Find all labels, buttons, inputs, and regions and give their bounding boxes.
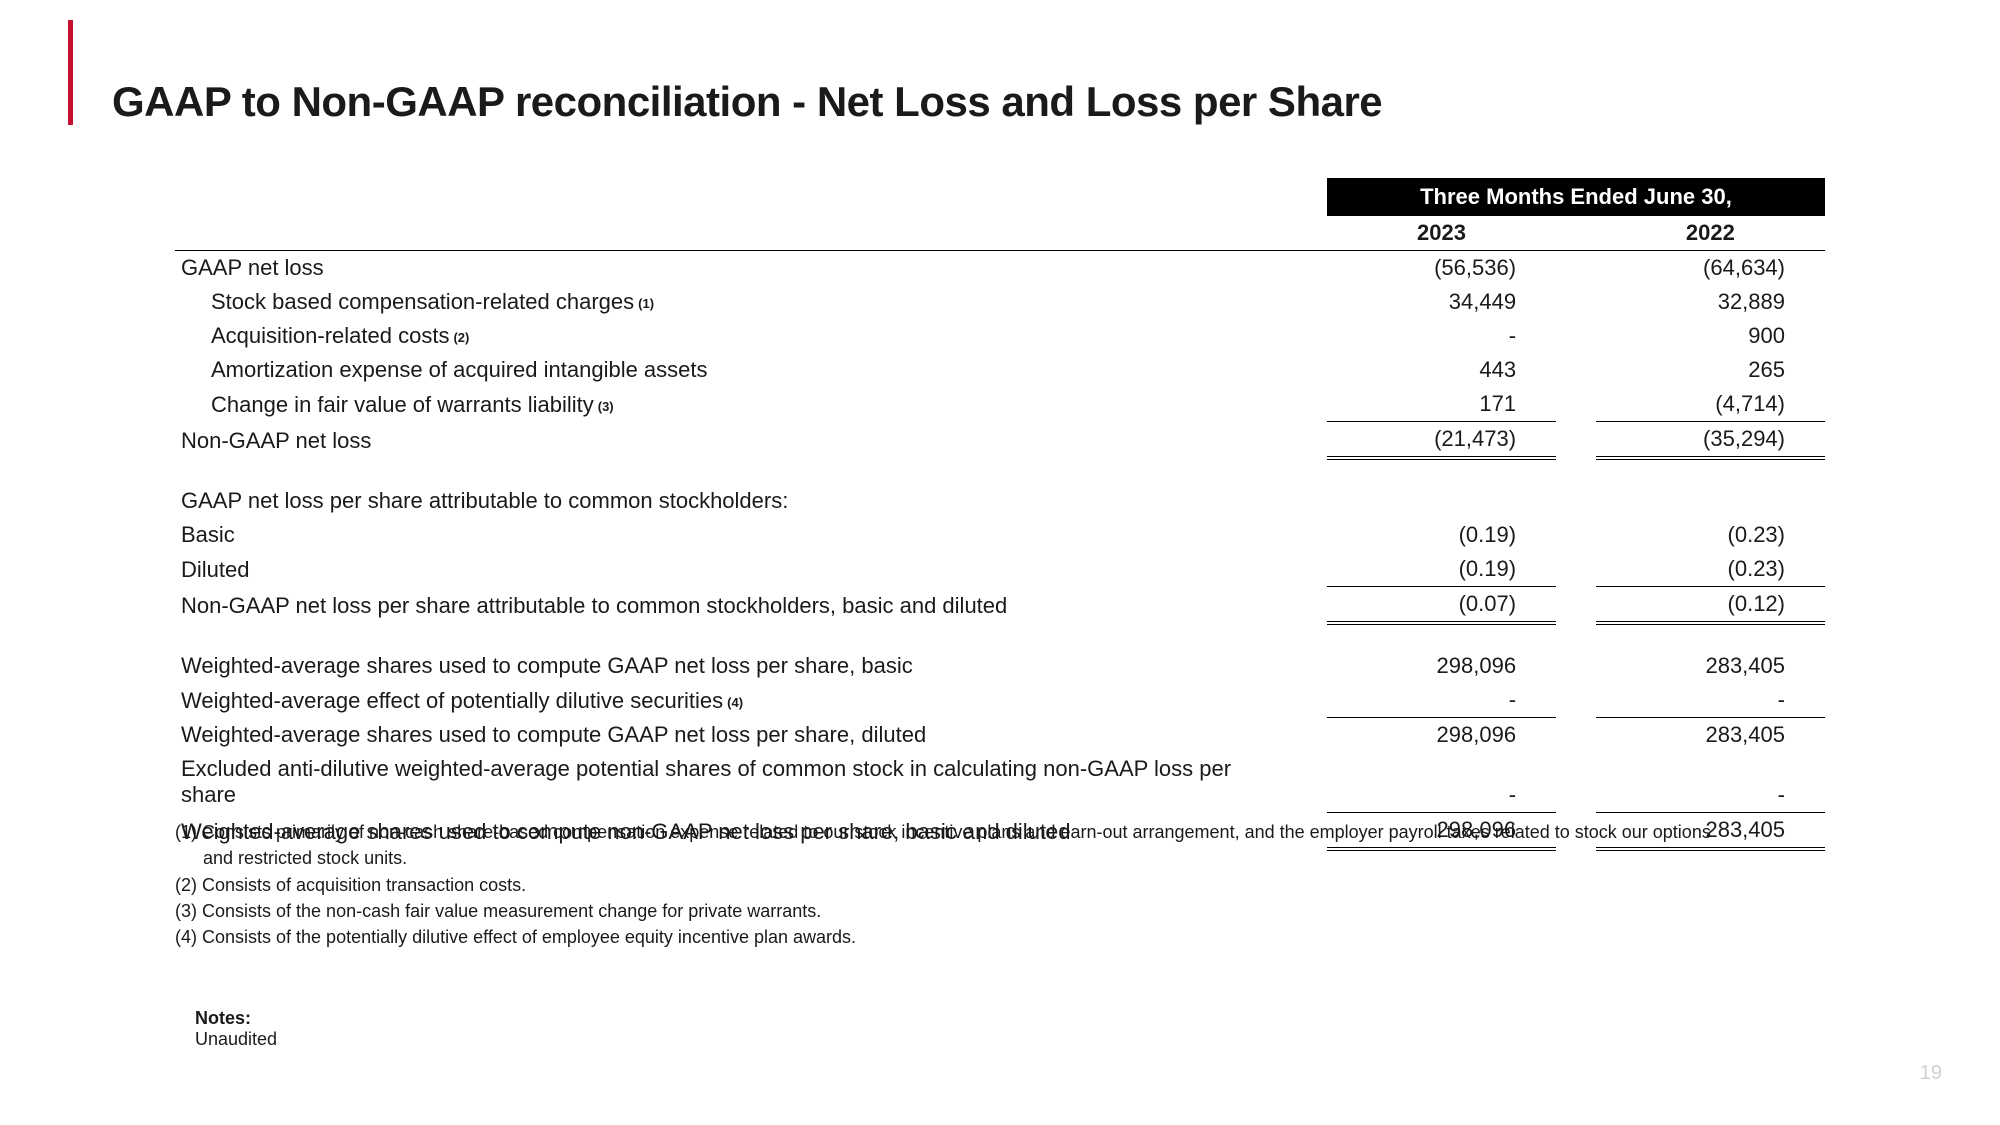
row-wa-dilutive: Weighted-average effect of potentially d… bbox=[175, 683, 1825, 718]
accent-bar bbox=[68, 20, 73, 125]
row-basic: Basic (0.19) (0.23) bbox=[175, 518, 1825, 552]
row-acq-costs: Acquisition-related costs(2) - 900 bbox=[175, 319, 1825, 353]
row-wa-diluted: Weighted-average shares used to compute … bbox=[175, 718, 1825, 753]
footnote-3: (3) Consists of the non-cash fair value … bbox=[175, 899, 1775, 923]
notes-heading: Notes: bbox=[195, 1008, 277, 1029]
page-number: 19 bbox=[1920, 1062, 1942, 1085]
row-wa-basic: Weighted-average shares used to compute … bbox=[175, 649, 1825, 683]
row-diluted: Diluted (0.19) (0.23) bbox=[175, 552, 1825, 587]
year-header-row: 2023 2022 bbox=[175, 216, 1825, 251]
footnotes: (1) Consists primarily of non-cash share… bbox=[175, 820, 1775, 951]
year-2023: 2023 bbox=[1327, 216, 1556, 251]
row-nongaap-net-loss: Non-GAAP net loss (21,473) (35,294) bbox=[175, 422, 1825, 459]
row-fv-warrants: Change in fair value of warrants liabili… bbox=[175, 387, 1825, 422]
slide-page: GAAP to Non-GAAP reconciliation - Net Lo… bbox=[0, 0, 2000, 1125]
year-2022: 2022 bbox=[1596, 216, 1825, 251]
footnote-4: (4) Consists of the potentially dilutive… bbox=[175, 925, 1775, 949]
row-amort: Amortization expense of acquired intangi… bbox=[175, 353, 1825, 387]
row-gaap-net-loss: GAAP net loss (56,536) (64,634) bbox=[175, 251, 1825, 286]
reconciliation-table: Three Months Ended June 30, 2023 2022 GA… bbox=[175, 178, 1825, 851]
notes-body: Unaudited bbox=[195, 1029, 277, 1050]
footnote-1b: and restricted stock units. bbox=[175, 846, 1775, 870]
page-title: GAAP to Non-GAAP reconciliation - Net Lo… bbox=[112, 78, 1382, 126]
footnote-2: (2) Consists of acquisition transaction … bbox=[175, 873, 1775, 897]
footnote-1a: (1) Consists primarily of non-cash share… bbox=[175, 820, 1775, 844]
row-excluded: Excluded anti-dilutive weighted-average … bbox=[175, 752, 1825, 812]
period-header: Three Months Ended June 30, bbox=[1327, 178, 1825, 216]
period-header-row: Three Months Ended June 30, bbox=[175, 178, 1825, 216]
row-per-share-header: GAAP net loss per share attributable to … bbox=[175, 484, 1825, 518]
row-nongaap-per-share: Non-GAAP net loss per share attributable… bbox=[175, 587, 1825, 624]
row-sbc: Stock based compensation-related charges… bbox=[175, 285, 1825, 319]
notes-block: Notes: Unaudited bbox=[195, 1008, 277, 1050]
